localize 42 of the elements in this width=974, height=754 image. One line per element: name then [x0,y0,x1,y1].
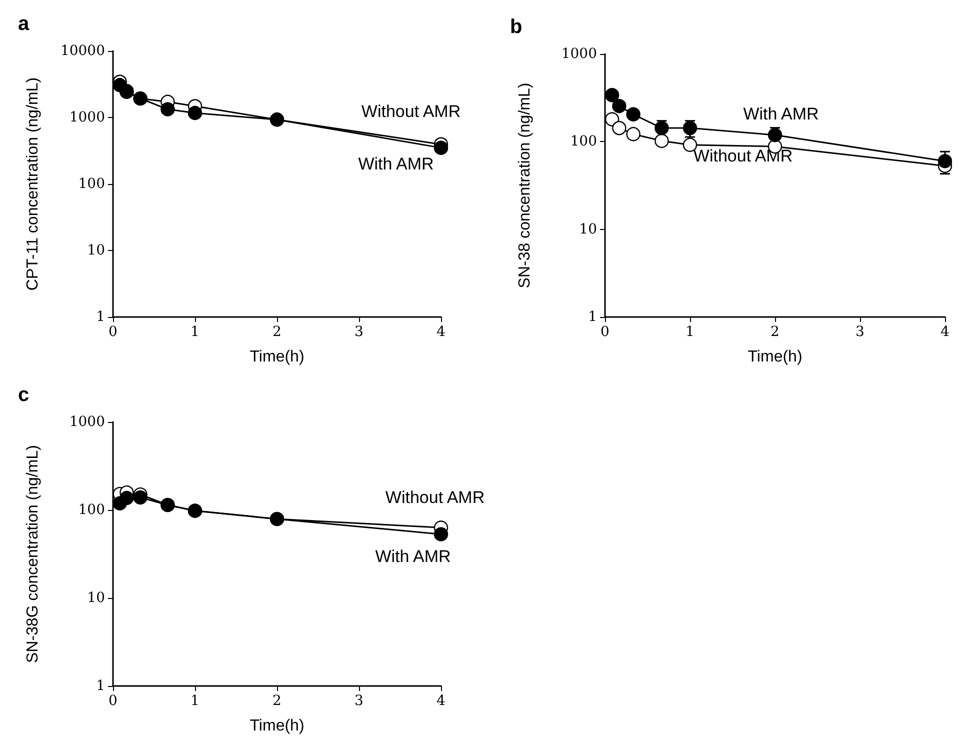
series-label: Without AMR [361,102,461,121]
y-tick-label: 1 [96,309,105,325]
x-axis-title: Time(h) [250,718,304,734]
y-tick-label: 10 [87,590,105,606]
x-tick-label: 1 [190,324,200,340]
x-tick-label: 4 [436,693,446,709]
chart-title: b [510,16,522,38]
y-tick-label: 1000 [561,46,597,62]
series-label: Without AMR [385,488,485,508]
x-tick-label: 3 [354,324,364,340]
y-tick-label: 100 [78,176,105,192]
y-tick-label: 1 [96,678,105,694]
y-tick-label: 10 [579,221,597,238]
series-label: With AMR [375,546,451,566]
x-tick-label: 0 [108,324,118,340]
y-tick-label: 100 [570,134,597,150]
x-tick-label: 2 [770,324,780,340]
y-tick-label: 1000 [69,414,105,430]
x-tick-label: 2 [272,693,282,709]
x-tick-label: 0 [600,324,610,340]
x-tick-label: 0 [108,693,118,709]
chart-title: c [18,384,30,406]
x-tick-label: 1 [686,324,694,340]
y-tick-label: 100 [78,502,105,518]
y-tick-label: 10 [87,242,105,258]
x-tick-label: 4 [940,324,950,340]
y-tick-label: 1 [588,309,597,325]
series-label: With AMR [743,104,819,124]
y-tick-label: 1000 [69,110,105,126]
x-axis-title: Time(h) [250,348,304,366]
series-label: With AMR [358,154,434,174]
chart-title: a [18,13,30,35]
x-tick-label: 3 [354,693,364,709]
x-axis-title: Time(h) [748,348,802,366]
x-tick-label: 2 [272,324,282,340]
y-axis-title: SN-38G concentration (ng/mL) [24,445,42,663]
y-tick-label: 10000 [60,43,105,59]
x-tick-label: 1 [190,693,200,709]
y-axis-title: CPT-11 concentration (ng/mL) [24,77,42,291]
x-tick-label: 4 [436,324,446,340]
y-axis-title: SN-38 concentration (ng/mL) [516,82,534,288]
x-tick-label: 3 [856,324,864,340]
